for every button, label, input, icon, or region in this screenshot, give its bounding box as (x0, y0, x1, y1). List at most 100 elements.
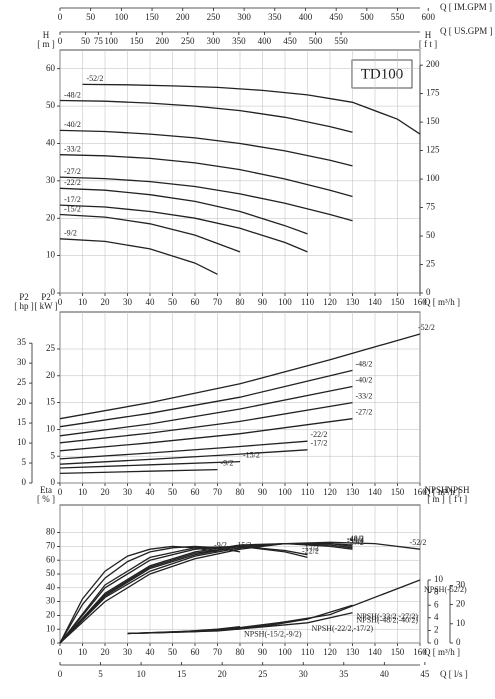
curve (59, 545, 308, 644)
x-tick-label: 110 (301, 297, 315, 307)
x-tick-label: 250 (181, 36, 195, 46)
y2-tick-label: 30 (17, 357, 27, 367)
x-tick-label: 60 (191, 647, 201, 657)
y2-tick-label: 20 (17, 397, 27, 407)
curve (127, 579, 421, 635)
y-tick-label: 10 (46, 623, 56, 633)
curve (59, 333, 421, 420)
x-tick-label: 200 (176, 12, 190, 22)
x-tick-label: 35 (339, 669, 349, 679)
y-tick-label: 60 (46, 63, 56, 73)
series-label: NPSH(-52/2) (424, 585, 467, 594)
x-tick-label: 40 (146, 487, 156, 497)
x-tick-label: 110 (301, 647, 315, 657)
curve (59, 129, 353, 167)
curve (59, 542, 353, 644)
y-tick-label: 80 (46, 527, 56, 537)
x-tick-label: 300 (207, 36, 221, 46)
x-tick-label: 550 (391, 12, 405, 22)
y2-tick-label: 75 (426, 202, 436, 212)
curve (59, 187, 308, 235)
x-tick-label: 0 (58, 669, 63, 679)
y2-tick-label: 50 (426, 230, 436, 240)
x-tick-label: 150 (391, 487, 405, 497)
y2-tick-label: 35 (17, 337, 27, 347)
x-tick-label: 10 (78, 297, 88, 307)
curve (59, 545, 218, 644)
curve (59, 99, 353, 133)
x-tick-label: 450 (283, 36, 297, 46)
x-tick-label: 160 (413, 487, 427, 497)
x-axis-label: Q [ US.GPM ] (440, 26, 493, 36)
series-label: -22/2 (302, 546, 319, 555)
x-tick-label: 140 (368, 297, 382, 307)
curve (59, 176, 353, 222)
x-tick-label: 50 (168, 487, 178, 497)
series-label: -48/2 (347, 534, 364, 543)
x-tick-label: 10 (78, 487, 88, 497)
x-tick-label: 40 (146, 297, 156, 307)
x-tick-label: 0 (58, 12, 63, 22)
x-tick-label: 0 (58, 487, 63, 497)
y3-axis-label: NPSH (446, 485, 470, 495)
x-tick-label: 120 (323, 297, 337, 307)
y-tick-label: 40 (46, 138, 56, 148)
x-axis-label: Q [ l/s ] (440, 669, 468, 679)
y-tick-label: 0 (51, 477, 56, 487)
series-label: -9/2 (214, 541, 227, 550)
x-tick-label: 30 (123, 487, 133, 497)
curve (59, 418, 353, 452)
y-tick-label: 25 (46, 343, 56, 353)
curve (59, 541, 421, 644)
series-label: -27/2 (64, 167, 81, 176)
y3-tick-label: 10 (456, 618, 466, 628)
series-label: -40/2 (347, 535, 364, 544)
y-tick-label: 20 (46, 370, 56, 380)
y2-tick-label: 0 (434, 637, 439, 647)
y-tick-label: 30 (46, 596, 56, 606)
y-tick-label: 40 (46, 582, 56, 592)
x-tick-label: 120 (323, 487, 337, 497)
series-label: -9/2 (221, 458, 234, 467)
x-tick-label: 500 (360, 12, 374, 22)
x-tick-label: 150 (391, 297, 405, 307)
y-tick-label: 50 (46, 100, 56, 110)
x-tick-label: 20 (101, 647, 111, 657)
y2-tick-label: 25 (17, 377, 27, 387)
x-tick-label: 150 (145, 12, 159, 22)
x-tick-label: 90 (258, 647, 268, 657)
x-tick-label: 60 (191, 297, 201, 307)
x-tick-label: 30 (123, 297, 133, 307)
x-tick-label: 70 (213, 487, 223, 497)
x-tick-label: 25 (258, 669, 268, 679)
curve (59, 440, 308, 460)
curve (59, 369, 353, 428)
y-tick-label: 20 (46, 212, 56, 222)
series-label: NPSH(-15/2,-9/2) (244, 629, 302, 638)
x-tick-label: 40 (146, 647, 156, 657)
series-label: NPSH(-48/2,-40/2) (357, 616, 419, 625)
series-label: -40/2 (64, 120, 81, 129)
x-tick-label: 90 (258, 297, 268, 307)
y-axis-unit: [ % ] (37, 494, 55, 504)
x-tick-label: 550 (334, 36, 348, 46)
x-tick-label: 70 (213, 297, 223, 307)
y2-axis-unit: [ f t ] (419, 39, 437, 49)
series-label: -17/2 (302, 544, 319, 553)
curve (59, 385, 353, 437)
series-label: -22/2 (64, 178, 81, 187)
y-tick-label: 60 (46, 554, 56, 564)
x-axis-label: Q [ m³/h ] (424, 487, 460, 497)
x-tick-label: 10 (137, 669, 147, 679)
y-tick-label: 15 (46, 397, 56, 407)
x-tick-label: 100 (104, 36, 118, 46)
x-tick-label: 100 (278, 647, 292, 657)
y-axis-unit: [ kW ] (34, 301, 57, 311)
y2-tick-label: 175 (426, 88, 440, 98)
x-tick-label: 140 (368, 647, 382, 657)
x-tick-label: 20 (101, 297, 111, 307)
series-label: -48/2 (64, 90, 81, 99)
x-tick-label: 5 (98, 669, 103, 679)
curve (59, 468, 218, 475)
y2-tick-label: 0 (426, 287, 431, 297)
